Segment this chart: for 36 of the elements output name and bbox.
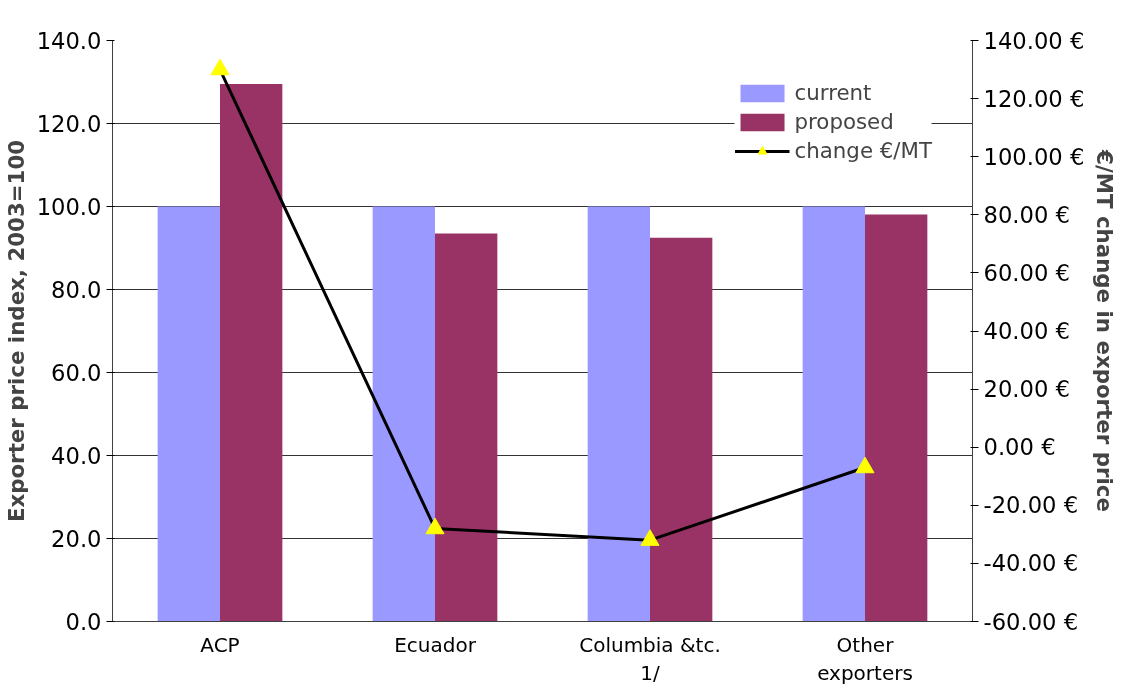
legend-label: change €/MT: [794, 138, 932, 163]
y2-tick-label: -40.00 €: [983, 550, 1079, 577]
y2-tick-label: -60.00 €: [983, 608, 1079, 635]
y-tick-label: 100.0: [36, 194, 102, 220]
y2-tick-label: 40.00 €: [983, 318, 1070, 344]
bar: [650, 237, 713, 622]
y2-tick-label: 100.00 €: [983, 143, 1085, 170]
y-tick-label: 140.0: [36, 28, 102, 54]
bar: [157, 206, 220, 622]
y2-tick-label: 0.00 €: [983, 434, 1056, 461]
y-tick-label: 60.0: [51, 360, 102, 386]
y-tick-label: 20.0: [51, 526, 102, 552]
y2-tick-label: 80.00 €: [983, 201, 1070, 228]
x-tick-label: ACP: [200, 632, 240, 657]
y2-tick-label: 20.00 €: [983, 376, 1070, 403]
bar: [220, 84, 283, 622]
bar: [372, 206, 435, 622]
bar: [802, 206, 865, 622]
y2-tick-label: -20.00 €: [983, 492, 1079, 519]
legend-label: proposed: [794, 109, 894, 134]
y2-tick-label: 140.00 €: [983, 27, 1085, 54]
y-axis-title: Exporter price index, 2003=100: [3, 139, 29, 523]
y2-tick-label: 120.00 €: [983, 85, 1085, 112]
y-tick-label: 0.0: [65, 609, 102, 635]
y-tick-label: 80.0: [51, 277, 102, 303]
bar: [435, 233, 498, 622]
y-tick-label: 120.0: [36, 111, 102, 137]
bar: [865, 214, 928, 622]
y-tick-label: 40.0: [51, 443, 102, 469]
x-tick-label: Columbia &tc. 1/: [579, 632, 721, 686]
legend-label: current: [794, 80, 872, 105]
y2-axis-title: €/MT change in exporter price: [1092, 149, 1118, 512]
y2-tick-label: 60.00 €: [983, 259, 1070, 286]
x-tick-label: Other exporters: [817, 632, 913, 686]
x-tick-label: Ecuador: [394, 632, 477, 657]
bar: [587, 206, 650, 622]
